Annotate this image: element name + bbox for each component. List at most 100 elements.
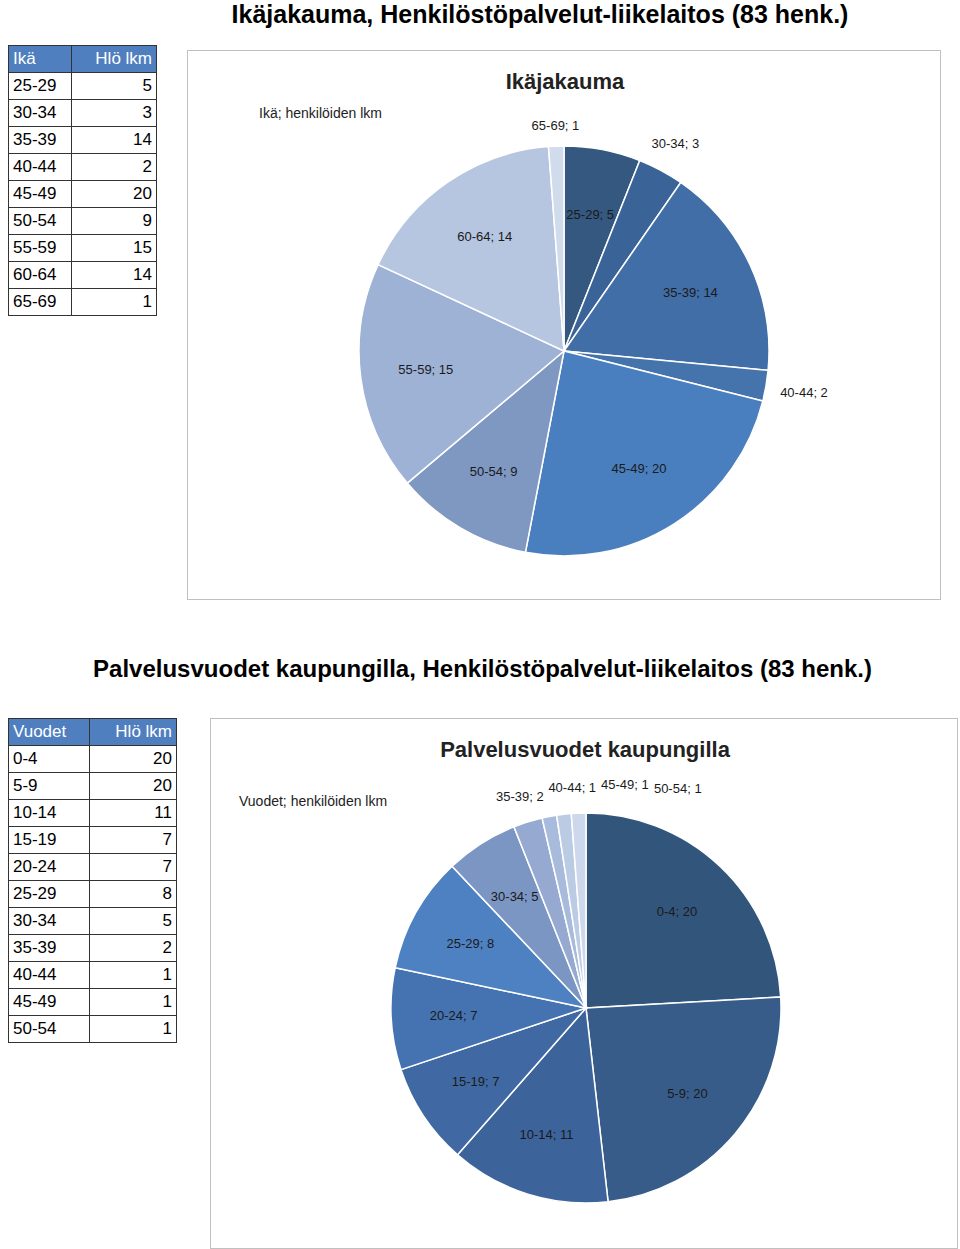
- data-label: 15-19; 7: [452, 1074, 500, 1089]
- table-cell-value: 9: [72, 208, 157, 235]
- data-table: IkäHlö lkm25-29530-34335-391440-44245-49…: [8, 45, 157, 316]
- data-label: 45-49; 1: [601, 777, 649, 792]
- data-label: 25-29; 5: [566, 207, 614, 222]
- table-cell-category: 65-69: [9, 289, 72, 316]
- table-cell-value: 7: [90, 854, 177, 881]
- data-label: 5-9; 20: [667, 1086, 707, 1101]
- table-row: 55-5915: [9, 235, 157, 262]
- data-label: 30-34; 5: [491, 889, 539, 904]
- pie-slices: [359, 146, 769, 556]
- table-header-row: VuodetHlö lkm: [9, 719, 177, 746]
- chart-subtitle: Vuodet; henkilöiden lkm: [239, 793, 387, 809]
- table-cell-category: 15-19: [9, 827, 90, 854]
- chart-title: Palvelusvuodet kaupungilla: [440, 737, 731, 762]
- pie-slices: [391, 813, 781, 1203]
- data-table: VuodetHlö lkm0-4205-92010-141115-19720-2…: [8, 718, 177, 1043]
- table-row: 0-420: [9, 746, 177, 773]
- data-label: 60-64; 14: [457, 229, 512, 244]
- table-row: 50-541: [9, 1016, 177, 1043]
- section-heading: Ikäjakauma, Henkilöstöpalvelut-liikelait…: [120, 0, 960, 29]
- table-cell-category: 50-54: [9, 1016, 90, 1043]
- table-row: 5-920: [9, 773, 177, 800]
- table-cell-value: 14: [72, 262, 157, 289]
- table-row: 10-1411: [9, 800, 177, 827]
- table-row: 35-3914: [9, 127, 157, 154]
- data-label: 45-49; 20: [611, 461, 666, 476]
- table-row: 30-345: [9, 908, 177, 935]
- table-row: 35-392: [9, 935, 177, 962]
- pie-slice: [557, 814, 586, 1008]
- section-heading: Palvelusvuodet kaupungilla, Henkilöstöpa…: [10, 655, 955, 683]
- chart-subtitle: Ikä; henkilöiden lkm: [259, 105, 382, 121]
- table-cell-value: 5: [90, 908, 177, 935]
- table-cell-value: 14: [72, 127, 157, 154]
- table-row: 40-442: [9, 154, 157, 181]
- table-row: 20-247: [9, 854, 177, 881]
- table-header-cell: Ikä: [9, 46, 72, 73]
- data-label: 35-39; 2: [496, 789, 544, 804]
- table-cell-category: 30-34: [9, 100, 72, 127]
- table-cell-category: 10-14: [9, 800, 90, 827]
- pie-slice: [571, 813, 586, 1008]
- table-row: 40-441: [9, 962, 177, 989]
- table-row: 50-549: [9, 208, 157, 235]
- table-row: 60-6414: [9, 262, 157, 289]
- table-cell-value: 7: [90, 827, 177, 854]
- data-label: 40-44; 2: [780, 385, 828, 400]
- pie-slice: [586, 997, 781, 1202]
- table-cell-category: 40-44: [9, 154, 72, 181]
- table-header-row: IkäHlö lkm: [9, 46, 157, 73]
- table-cell-value: 3: [72, 100, 157, 127]
- table-row: 25-298: [9, 881, 177, 908]
- table-cell-category: 45-49: [9, 181, 72, 208]
- table-cell-value: 20: [72, 181, 157, 208]
- table-header-cell: Hlö lkm: [90, 719, 177, 746]
- data-label: 10-14; 11: [519, 1127, 573, 1142]
- table-cell-category: 20-24: [9, 854, 90, 881]
- data-label: 65-69; 1: [532, 118, 580, 133]
- table-cell-category: 45-49: [9, 989, 90, 1016]
- pie-slice: [525, 351, 762, 556]
- table-cell-value: 5: [72, 73, 157, 100]
- table-cell-value: 8: [90, 881, 177, 908]
- table-header-cell: Hlö lkm: [72, 46, 157, 73]
- pie-slice: [378, 147, 564, 351]
- data-label: 30-34; 3: [651, 136, 699, 151]
- table-cell-category: 50-54: [9, 208, 72, 235]
- data-label: 50-54; 9: [470, 464, 518, 479]
- table-cell-value: 20: [90, 773, 177, 800]
- data-labels: 0-4; 20 5-9; 20 10-14; 11 15-19; 7 20-24; 7 2…: [430, 777, 708, 1142]
- table-cell-category: 0-4: [9, 746, 90, 773]
- table-cell-value: 2: [72, 154, 157, 181]
- data-label: 20-24; 7: [430, 1008, 478, 1023]
- table-row: 25-295: [9, 73, 157, 100]
- pie-slice: [564, 182, 769, 370]
- table-cell-value: 20: [90, 746, 177, 773]
- data-labels: 25-29; 5 30-34; 3 35-39; 14 40-44; 2 45-49; …: [398, 118, 827, 479]
- table-cell-value: 1: [90, 1016, 177, 1043]
- table-cell-value: 11: [90, 800, 177, 827]
- table-cell-category: 35-39: [9, 935, 90, 962]
- pie-slice: [586, 813, 781, 1008]
- table-cell-category: 35-39: [9, 127, 72, 154]
- data-label: 25-29; 8: [446, 936, 494, 951]
- table-cell-value: 1: [90, 962, 177, 989]
- table-row: 30-343: [9, 100, 157, 127]
- table-cell-category: 60-64: [9, 262, 72, 289]
- table-cell-value: 1: [90, 989, 177, 1016]
- table-cell-category: 55-59: [9, 235, 72, 262]
- table-cell-category: 40-44: [9, 962, 90, 989]
- data-label: 55-59; 15: [398, 362, 453, 377]
- chart-title: Ikäjakauma: [506, 69, 625, 94]
- table-row: 65-691: [9, 289, 157, 316]
- data-label: 50-54; 1: [654, 781, 702, 796]
- table-row: 45-4920: [9, 181, 157, 208]
- table-row: 45-491: [9, 989, 177, 1016]
- table-row: 15-197: [9, 827, 177, 854]
- table-cell-category: 30-34: [9, 908, 90, 935]
- data-label: 0-4; 20: [657, 904, 697, 919]
- table-cell-category: 25-29: [9, 881, 90, 908]
- data-label: 35-39; 14: [663, 285, 718, 300]
- pie-chart: Palvelusvuodet kaupungilla Vuodet; henkil…: [210, 718, 958, 1249]
- data-label: 40-44; 1: [548, 780, 596, 795]
